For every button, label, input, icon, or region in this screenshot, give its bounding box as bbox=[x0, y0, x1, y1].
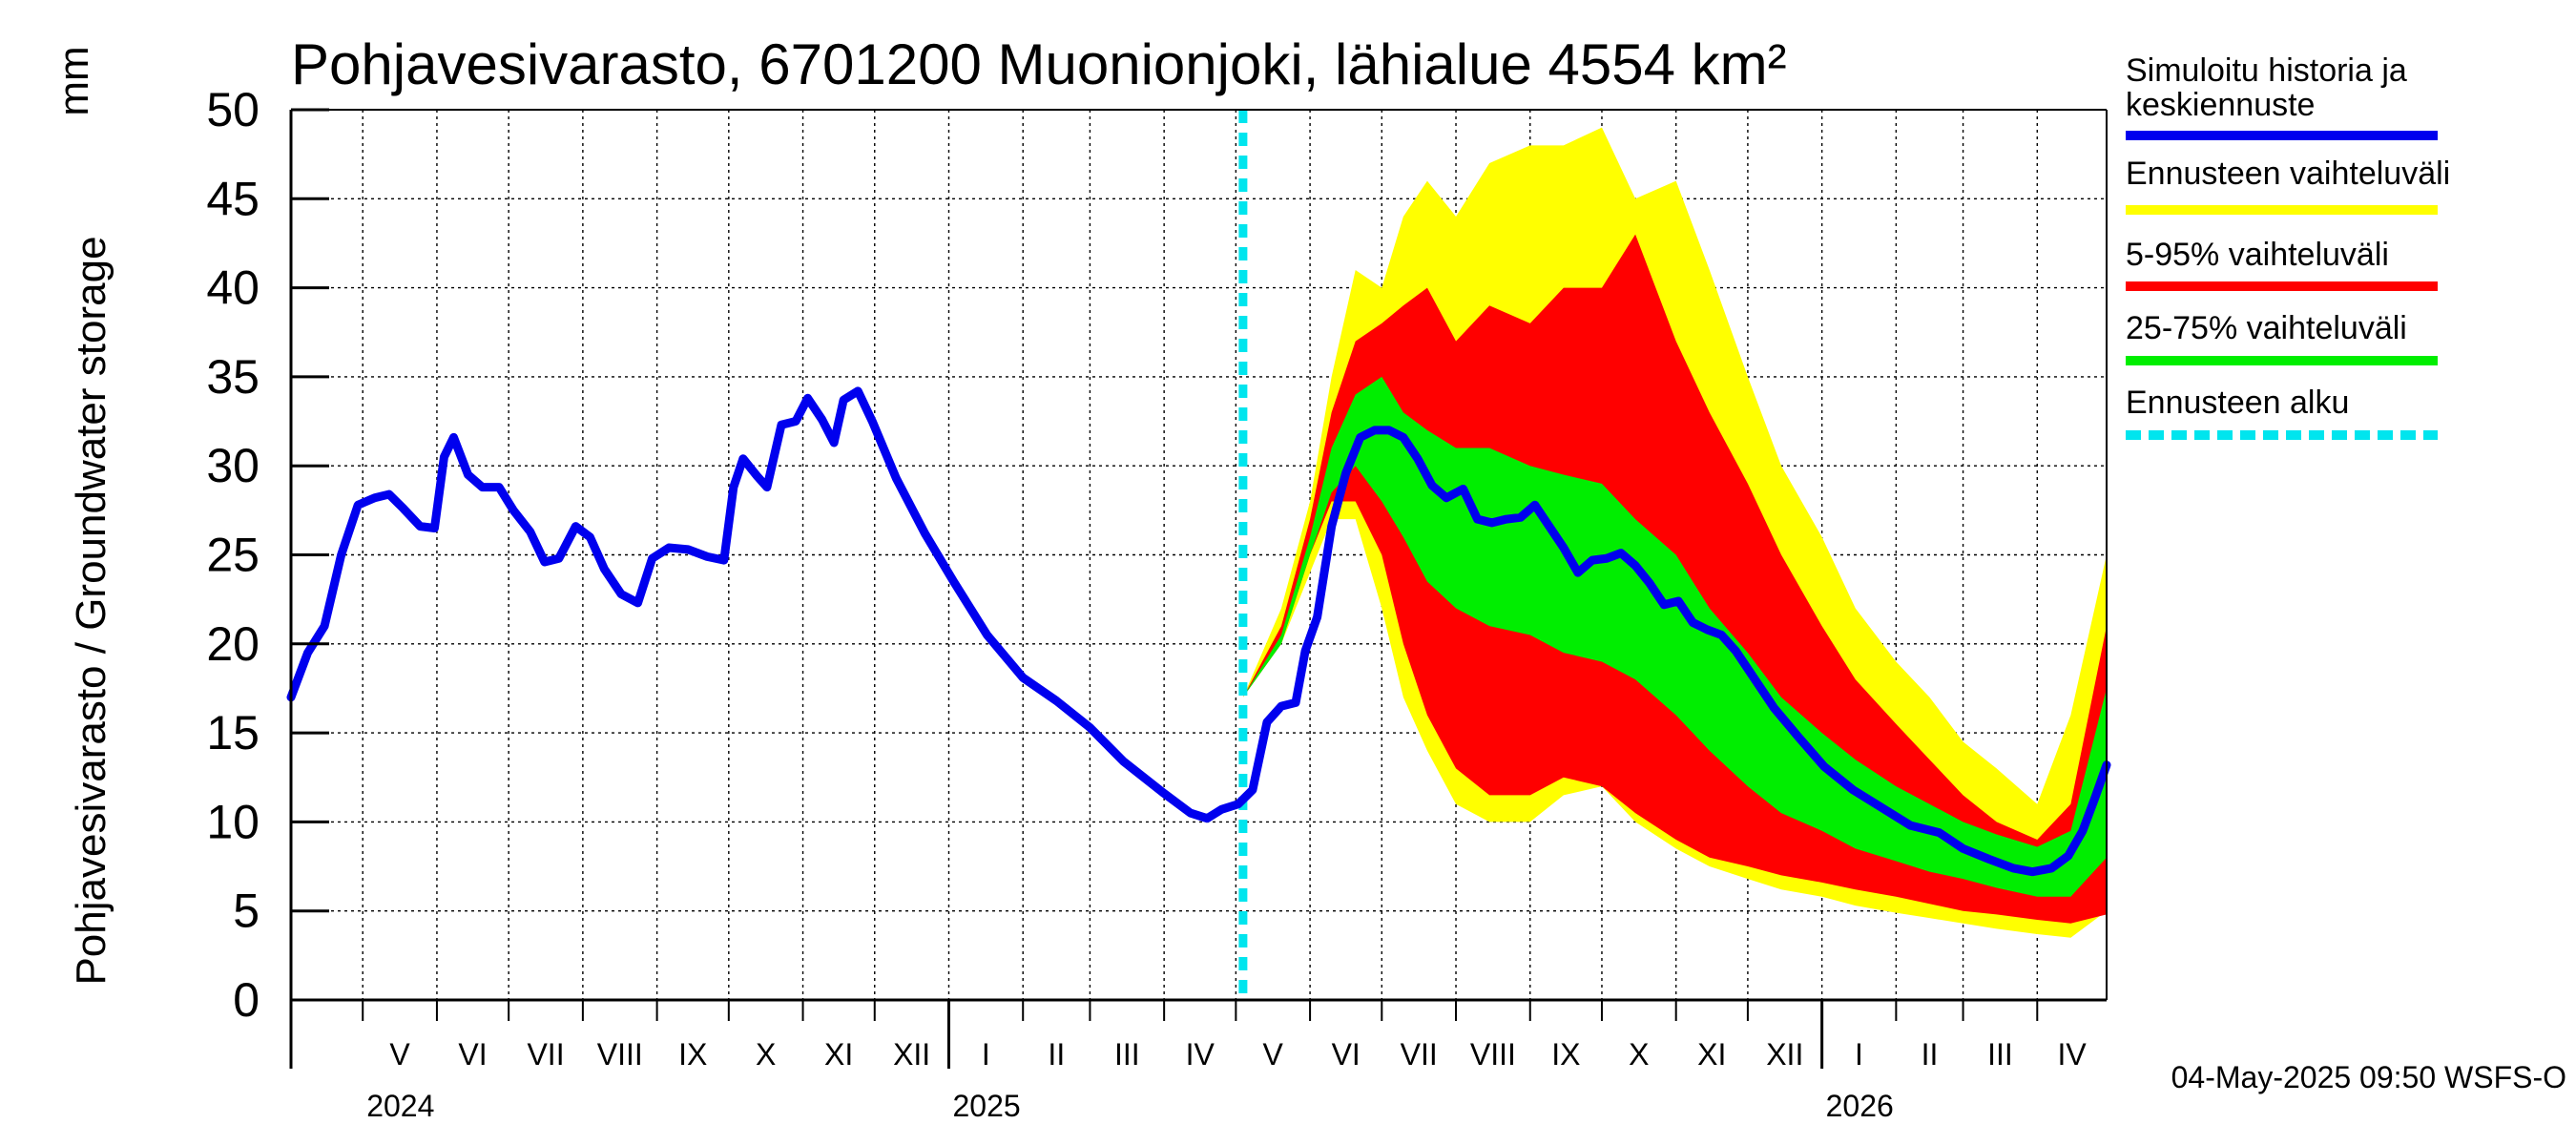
legend: Simuloitu historia ja keskiennuste Ennuste… bbox=[2126, 52, 2450, 440]
footer-timestamp: 04-May-2025 09:50 WSFS-O bbox=[2171, 1060, 2566, 1094]
x-month-label: XII bbox=[1766, 1037, 1803, 1072]
chart-title: Pohjavesivarasto, 6701200 Muonionjoki, l… bbox=[291, 32, 1787, 96]
band-25-75-vaihteluv-li bbox=[1242, 376, 2107, 897]
x-month-label: V bbox=[1263, 1037, 1284, 1072]
legend-label-line: Ennusteen alku bbox=[2126, 385, 2349, 421]
x-year-label: 2026 bbox=[1826, 1089, 1894, 1123]
x-month-label: VI bbox=[458, 1037, 487, 1072]
x-month-label: II bbox=[1922, 1037, 1939, 1072]
x-month-label: IX bbox=[678, 1037, 707, 1072]
y-tick-label: 45 bbox=[206, 172, 260, 225]
y-tick-label: 20 bbox=[206, 617, 260, 671]
x-month-label: IV bbox=[2058, 1037, 2088, 1072]
legend-label: Ennusteen vaihteluväli bbox=[2126, 156, 2450, 192]
x-month-label: V bbox=[389, 1037, 410, 1072]
y-axis-label: Pohjavesivarasto / Groundwater storage bbox=[68, 236, 114, 985]
legend-label: Simuloitu historia ja keskiennuste bbox=[2126, 52, 2407, 123]
forecast-bands bbox=[1242, 127, 2107, 938]
x-month-label: III bbox=[1114, 1037, 1140, 1072]
y-axis-unit: mm bbox=[51, 46, 97, 115]
x-month-label: VI bbox=[1332, 1037, 1361, 1072]
x-month-label: XII bbox=[893, 1037, 930, 1072]
x-month-label: I bbox=[982, 1037, 990, 1072]
y-tick-label: 0 bbox=[233, 973, 260, 1027]
y-tick-label: 40 bbox=[206, 261, 260, 315]
y-axis-ticks: 0 5 10 15 20 25 30 35 40 45 50 bbox=[206, 83, 329, 1027]
y-tick-label: 10 bbox=[206, 795, 260, 848]
x-month-label: X bbox=[1629, 1037, 1649, 1072]
x-month-label: VIII bbox=[1470, 1037, 1516, 1072]
x-month-label: II bbox=[1048, 1037, 1065, 1072]
x-month-label: XI bbox=[824, 1037, 853, 1072]
legend-label: Ennusteen alku bbox=[2126, 385, 2349, 421]
legend-label: 25-75% vaihteluväli bbox=[2126, 310, 2407, 346]
x-month-label: X bbox=[756, 1037, 776, 1072]
legend-label-line: 5-95% vaihteluväli bbox=[2126, 237, 2389, 273]
x-month-label: III bbox=[1987, 1037, 2013, 1072]
x-month-label: IV bbox=[1186, 1037, 1215, 1072]
y-tick-label: 5 bbox=[233, 885, 260, 938]
legend-label-line: 25-75% vaihteluväli bbox=[2126, 310, 2407, 346]
y-axis-label-group: Pohjavesivarasto / Groundwater storage m… bbox=[51, 46, 114, 985]
y-tick-label: 30 bbox=[206, 439, 260, 492]
y-tick-label: 35 bbox=[206, 350, 260, 404]
x-month-label: VII bbox=[1401, 1037, 1438, 1072]
axes bbox=[289, 109, 2108, 1069]
x-month-label: XI bbox=[1697, 1037, 1726, 1072]
x-year-label: 2025 bbox=[952, 1089, 1020, 1123]
legend-label-line: keskiennuste bbox=[2126, 87, 2315, 123]
y-tick-label: 15 bbox=[206, 706, 260, 760]
series-line-simulated bbox=[286, 386, 2111, 877]
x-month-label: VIII bbox=[597, 1037, 643, 1072]
legend-label-line: Simuloitu historia ja bbox=[2126, 52, 2407, 89]
y-tick-label: 25 bbox=[206, 529, 260, 582]
y-tick-label: 50 bbox=[206, 83, 260, 136]
x-month-label: IX bbox=[1551, 1037, 1580, 1072]
legend-label: 5-95% vaihteluväli bbox=[2126, 237, 2389, 273]
x-month-label: I bbox=[1855, 1037, 1863, 1072]
x-month-label: VII bbox=[527, 1037, 564, 1072]
series-lines bbox=[286, 386, 2111, 877]
x-axis-ticks: V VI VII VIII IX X XI XII I II III IV V VI VII VIII IX X X… bbox=[362, 1000, 2088, 1123]
legend-label-line: Ennusteen vaihteluväli bbox=[2126, 156, 2450, 192]
x-year-label: 2024 bbox=[366, 1089, 434, 1123]
